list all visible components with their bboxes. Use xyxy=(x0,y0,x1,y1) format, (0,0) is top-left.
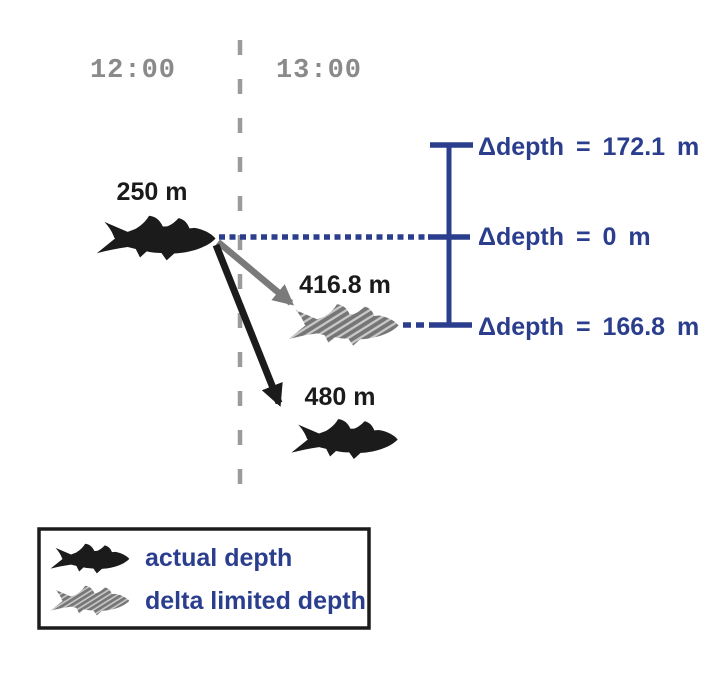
delta-depth-scale-bar xyxy=(428,142,473,328)
depth-label-416: 416.8 m xyxy=(299,271,391,299)
movement-arrow-delta-limited xyxy=(215,239,294,306)
time-label-1200: 12:00 xyxy=(90,56,176,86)
depth-label-250: 250 m xyxy=(117,178,188,206)
depth-label-480: 480 m xyxy=(305,383,376,411)
delta-limited-fish-1300-icon xyxy=(288,304,399,346)
legend-border xyxy=(37,527,371,630)
movement-arrow-actual xyxy=(212,243,283,407)
legend-label-actual: actual depth xyxy=(145,544,292,572)
legend-label-delta-limited: delta limited depth xyxy=(145,587,366,615)
delta-label-middle: Δdepth = 0 m xyxy=(478,223,651,251)
actual-fish-1300-icon xyxy=(291,419,398,460)
legend-box: actual depth delta limited depth xyxy=(37,527,371,630)
delta-label-top: Δdepth = 172.1 m xyxy=(478,133,699,161)
actual-fish-1200-icon xyxy=(96,215,216,261)
delta-label-bottom: Δdepth = 166.8 m xyxy=(478,313,699,341)
time-label-1300: 13:00 xyxy=(276,56,362,86)
